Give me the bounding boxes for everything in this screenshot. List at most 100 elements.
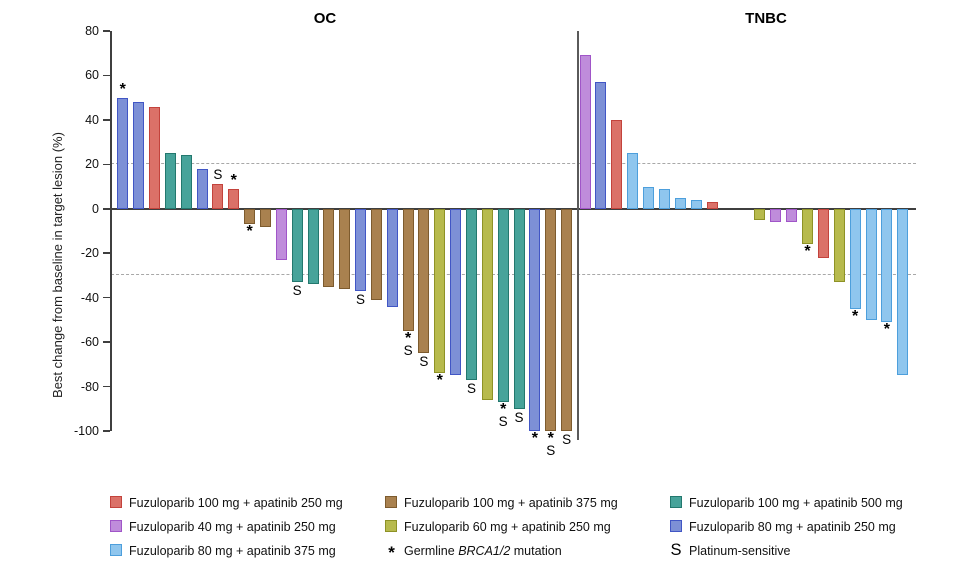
- platinum-sensitive-symbol: S: [670, 541, 682, 559]
- brca-mutation-mark: *: [230, 171, 237, 189]
- legend-label: Fuzuloparib 100 mg + apatinib 500 mg: [689, 496, 903, 510]
- y-axis-tick: [103, 119, 110, 121]
- bar: [801, 208, 813, 245]
- brca-mutation-mark: *: [883, 321, 891, 339]
- y-axis-tick: [103, 74, 110, 77]
- y-axis-tick-label: -60: [80, 335, 99, 350]
- bar: [849, 208, 861, 309]
- platinum-sensitive-mark: S: [403, 343, 413, 358]
- brca-mutation-mark: *: [531, 430, 538, 447]
- legend-swatch-icon: [110, 520, 122, 532]
- platinum-sensitive-mark: S: [466, 380, 476, 396]
- bar: [466, 208, 477, 380]
- bar: [212, 184, 224, 209]
- legend-label: Fuzuloparib 80 mg + apatinib 375 mg: [129, 544, 336, 558]
- platinum-sensitive-mark: S: [292, 283, 302, 299]
- legend-label: Fuzuloparib 80 mg + apatinib 250 mg: [689, 520, 896, 534]
- bar: [561, 208, 573, 431]
- reference-line: [111, 163, 916, 165]
- bar: [529, 208, 541, 431]
- legend-swatch-icon: [670, 496, 682, 508]
- bar: [770, 208, 782, 223]
- y-axis-tick: [103, 341, 110, 343]
- plot-area: 80 60 40 20 0 -20 -40 -60 -80 -100 OC TNBC * S * * S S * S S…: [74, 10, 916, 457]
- bar: [244, 208, 256, 225]
- brca-mutation-mark: *: [246, 223, 253, 241]
- bar: [180, 155, 192, 209]
- bar: [690, 199, 702, 209]
- y-axis-tick: [103, 30, 110, 32]
- legend-swatch-icon: [385, 520, 397, 532]
- bar: [481, 208, 493, 400]
- bar: [754, 208, 766, 220]
- y-axis-tick-label: 80: [85, 24, 99, 38]
- bar: [497, 208, 509, 403]
- bar: [434, 208, 446, 374]
- bar: [817, 208, 829, 258]
- bar: [450, 208, 462, 376]
- brca-mutation-mark: *: [852, 307, 859, 325]
- legend-label: Germline BRCA1/2 mutation: [404, 544, 562, 558]
- brca-mutation-mark: *: [804, 243, 811, 261]
- bar: [674, 197, 686, 209]
- bar: [355, 208, 367, 291]
- bar: [339, 208, 351, 289]
- reference-line: [111, 274, 916, 276]
- y-axis-tick: [103, 296, 110, 299]
- bar: [275, 208, 287, 260]
- legend-label: Platinum-sensitive: [689, 544, 791, 558]
- y-axis-tick: [103, 208, 110, 210]
- y-axis-tick: [103, 252, 110, 254]
- bar: [133, 102, 145, 209]
- bar: [402, 208, 414, 331]
- bar: [865, 208, 877, 320]
- y-axis-tick-label: 0: [92, 201, 99, 216]
- legend-label: Fuzuloparib 60 mg + apatinib 250 mg: [404, 520, 611, 534]
- bar: [579, 55, 591, 209]
- platinum-sensitive-mark: S: [562, 432, 572, 447]
- brca-mutation-mark: *: [404, 330, 412, 347]
- bar: [196, 168, 208, 209]
- platinum-sensitive-mark: S: [356, 292, 366, 307]
- bar: [595, 82, 607, 209]
- legend-label: Fuzuloparib 100 mg + apatinib 250 mg: [129, 496, 343, 510]
- bar: [706, 202, 718, 209]
- y-axis-tick-label: -80: [80, 379, 99, 394]
- zero-baseline: [111, 207, 916, 210]
- bar: [164, 153, 176, 209]
- brca-mutation-mark: *: [119, 80, 126, 98]
- y-axis-tick-label: 60: [85, 68, 99, 83]
- y-axis-tick-label: -100: [73, 424, 99, 438]
- bar: [418, 208, 430, 354]
- panel-title: TNBC: [745, 10, 787, 27]
- brca-mutation-mark: *: [436, 372, 443, 390]
- platinum-sensitive-mark: S: [498, 414, 508, 430]
- bar: [228, 188, 240, 209]
- bar: [881, 208, 893, 323]
- bar: [643, 186, 655, 209]
- platinum-sensitive-mark: S: [419, 354, 429, 370]
- bar: [386, 208, 398, 307]
- platinum-sensitive-mark: S: [514, 409, 524, 425]
- legend-swatch-icon: [110, 544, 122, 556]
- legend-label: Fuzuloparib 100 mg + apatinib 375 mg: [404, 496, 618, 510]
- panel-title: OC: [313, 10, 337, 27]
- y-axis-tick-label: -40: [80, 290, 99, 305]
- platinum-sensitive-mark: S: [213, 167, 223, 183]
- bar: [786, 208, 798, 223]
- legend-label: Fuzuloparib 40 mg + apatinib 250 mg: [129, 520, 336, 534]
- y-axis-tick: [103, 163, 110, 166]
- bar: [291, 208, 303, 283]
- gene-name: BRCA1/2: [458, 544, 511, 558]
- bar: [149, 106, 160, 209]
- bar: [545, 208, 557, 431]
- y-axis-tick: [103, 430, 110, 432]
- y-axis-tick-label: -20: [80, 246, 99, 261]
- y-axis-tick: [103, 385, 110, 388]
- brca-mutation-mark: *: [500, 401, 507, 419]
- legend-swatch-icon: [110, 496, 122, 508]
- brca-mutation-symbol: *: [388, 543, 395, 562]
- bar: [833, 208, 845, 283]
- bar: [627, 153, 639, 209]
